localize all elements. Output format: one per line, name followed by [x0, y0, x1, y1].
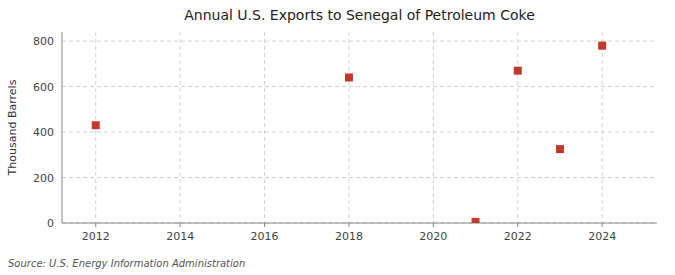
- y-grid-line: [62, 132, 657, 133]
- y-grid-line: [62, 223, 657, 224]
- point: [514, 67, 522, 75]
- x-tick-label: 2016: [251, 230, 279, 243]
- title: Annual U.S. Exports to Senegal of Petrol…: [184, 7, 535, 23]
- x-tick-mark: [602, 223, 603, 227]
- x-tick-label: 2018: [335, 230, 363, 243]
- point: [472, 218, 480, 223]
- source-note: Source: U.S. Energy Information Administ…: [8, 258, 245, 269]
- x-tick-mark: [180, 223, 181, 227]
- x-tick-mark: [433, 223, 434, 227]
- point: [598, 42, 606, 50]
- y-grid-line: [62, 41, 657, 42]
- chart-container: 0 200 400 600 800 2012 2014 2016 2018 2020 2022 202…: [0, 0, 675, 275]
- x-tick-label: 2012: [82, 230, 110, 243]
- x-grid-line: [180, 32, 181, 223]
- x-tick-mark: [517, 223, 518, 227]
- x-grid-line: [264, 32, 265, 223]
- chart: 0 200 400 600 800 2012 2014 2016 2018 2020 2022 202…: [0, 0, 675, 275]
- y-tick-label: 800: [33, 35, 54, 48]
- point: [92, 121, 100, 129]
- y-tick-label: 400: [33, 126, 54, 139]
- y-axis-line: [62, 32, 63, 223]
- x-tick-label: 2024: [588, 230, 616, 243]
- x-tick-label: 2022: [504, 230, 532, 243]
- grid: [62, 32, 657, 223]
- point: [345, 73, 353, 81]
- y-tick-label: 0: [47, 217, 54, 230]
- x-tick-mark: [264, 223, 265, 227]
- x-axis-line: [62, 223, 657, 224]
- y-grid-line: [62, 86, 657, 87]
- y-axis-label: Thousand Barrels: [6, 79, 19, 176]
- y-tick-label: 200: [33, 172, 54, 185]
- x-tick-mark: [348, 223, 349, 227]
- y-grid-line: [62, 177, 657, 178]
- x-tick-mark: [95, 223, 96, 227]
- axes: 0 200 400 600 800 2012 2014 2016 2018 2020 2022 202…: [33, 32, 657, 243]
- x-grid-line: [433, 32, 434, 223]
- x-grid-line: [602, 32, 603, 223]
- x-tick-label: 2020: [419, 230, 447, 243]
- y-tick-label: 600: [33, 81, 54, 94]
- x-grid-line: [517, 32, 518, 223]
- x-grid-line: [348, 32, 349, 223]
- x-tick-label: 2014: [166, 230, 194, 243]
- points: [92, 42, 606, 223]
- point: [556, 145, 564, 153]
